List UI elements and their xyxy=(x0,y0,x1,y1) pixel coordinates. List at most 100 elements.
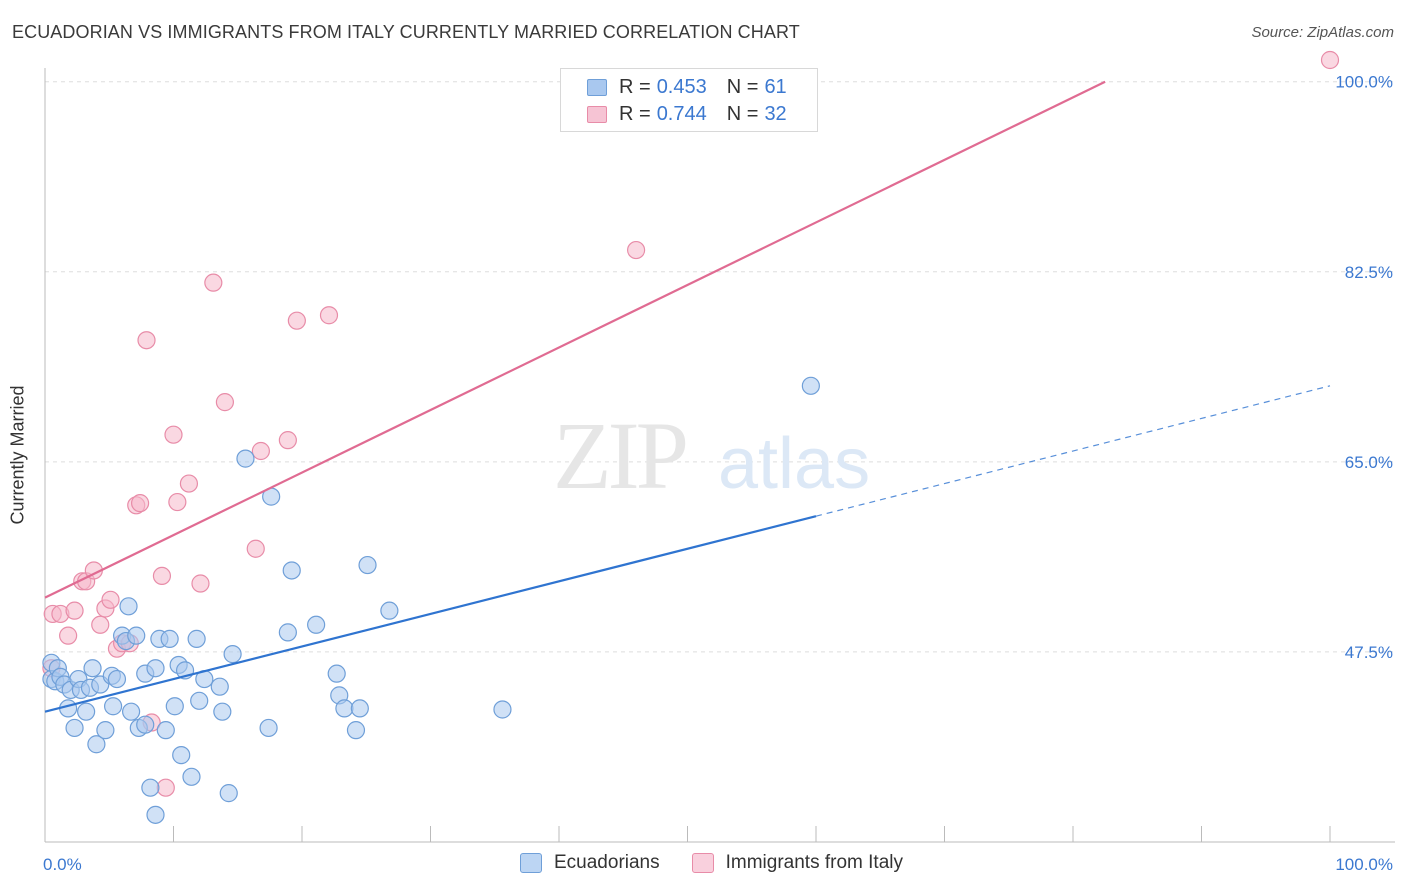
axes xyxy=(44,68,1395,843)
legend-n-label: N = xyxy=(726,102,759,125)
ecuadorian-point xyxy=(223,645,242,664)
legend-item-italy[interactable]: Immigrants from Italy xyxy=(691,852,903,874)
trend-line-ecuadorians xyxy=(44,515,817,713)
ecuadorian-point xyxy=(119,597,138,616)
italy-point xyxy=(191,574,210,593)
series-legend: Ecuadorians Immigrants from Italy xyxy=(520,852,935,874)
y-axis-title: Currently Married xyxy=(7,385,28,525)
tick-labels: 47.5% 65.0% 82.5% 100.0% 0.0% 100.0% xyxy=(43,73,1393,874)
ecuadorian-point xyxy=(182,767,201,786)
trend-line-italy xyxy=(44,80,1106,599)
legend-row-ecuadorians: R = 0.453 N = 61 xyxy=(587,75,787,99)
ecuadorian-point xyxy=(146,659,165,678)
ecuadorian-point xyxy=(104,697,123,716)
legend-label-ecuadorians: Ecuadorians xyxy=(554,852,660,873)
trend-lines xyxy=(44,80,1331,713)
italy-point xyxy=(152,566,172,586)
legend-r-label: R = xyxy=(619,75,651,98)
x-tick-label: 100.0% xyxy=(1335,855,1393,874)
italy-point xyxy=(179,474,199,493)
x-tick-label: 0.0% xyxy=(43,855,82,874)
italy-point xyxy=(251,441,270,461)
ecuadorian-point xyxy=(121,702,141,721)
ecuadorian-point xyxy=(87,735,106,754)
legend-r-value: 0.453 xyxy=(656,75,707,98)
italy-point xyxy=(626,240,646,260)
ecuadorian-point xyxy=(210,677,229,696)
legend-row-italy: R = 0.744 N = 32 xyxy=(587,102,787,126)
ecuadorian-point xyxy=(259,718,278,738)
ecuadorian-point xyxy=(213,702,232,721)
italy-point xyxy=(91,615,110,634)
ecuadorian-point xyxy=(236,449,255,468)
ecuadorian-point xyxy=(350,699,369,718)
chart-title: ECUADORIAN VS IMMIGRANTS FROM ITALY CURR… xyxy=(12,22,800,42)
ecuadorian-point xyxy=(327,664,346,683)
italy-point xyxy=(204,273,223,292)
italy-point xyxy=(319,306,339,325)
ecuadorian-point xyxy=(136,715,155,734)
watermark-atlas: atlas xyxy=(718,424,870,504)
italy-point xyxy=(215,393,234,412)
ecuadorian-point xyxy=(282,561,301,580)
grid-lines xyxy=(45,81,1395,653)
italy-point xyxy=(246,539,265,558)
legend-r-label: R = xyxy=(619,102,651,125)
ecuadorian-point xyxy=(77,702,96,721)
ecuadorian-point xyxy=(96,721,115,740)
italy-point xyxy=(101,590,120,609)
source-label: Source: ZipAtlas.com xyxy=(1251,24,1394,41)
ecuadorian-point xyxy=(65,718,84,738)
italy-point xyxy=(287,311,306,330)
y-tick-label: 82.5% xyxy=(1345,263,1393,282)
ecuadorian-point xyxy=(346,721,366,740)
ecuadorian-point xyxy=(335,699,354,718)
ecuadorian-point xyxy=(190,691,209,710)
legend-swatch-blue xyxy=(520,853,542,873)
ecuadorian-point xyxy=(172,746,191,765)
legend-swatch-blue xyxy=(587,78,607,96)
legend-n-value: 61 xyxy=(764,75,787,98)
y-tick-label: 65.0% xyxy=(1345,453,1393,472)
legend-n-label: N = xyxy=(726,75,759,98)
italy-point xyxy=(164,425,183,444)
ecuadorian-point xyxy=(165,697,184,716)
ecuadorian-point xyxy=(156,721,175,740)
ecuadorian-point xyxy=(219,784,238,803)
ecuadorian-point xyxy=(187,629,206,648)
ecuadorian-point xyxy=(307,615,326,634)
legend-item-ecuadorians[interactable]: Ecuadorians xyxy=(520,852,660,874)
ecuadorian-point xyxy=(127,626,146,645)
italy-point xyxy=(156,778,175,797)
watermark: ZIP atlas xyxy=(553,402,870,509)
legend-swatch-pink xyxy=(587,105,607,123)
legend-swatch-pink xyxy=(691,853,714,873)
ecuadorian-point xyxy=(380,601,399,620)
italy-point xyxy=(137,331,156,350)
italy-point xyxy=(65,601,84,620)
ecuadorian-point xyxy=(160,629,179,648)
ecuadorian-point xyxy=(278,623,297,642)
legend-r-value: 0.744 xyxy=(656,102,707,125)
ecuadorian-point xyxy=(146,805,165,824)
ecuadorian-point xyxy=(358,555,377,575)
italy-point xyxy=(59,626,78,645)
series-ecuadorians-points xyxy=(42,376,820,824)
ecuadorian-point xyxy=(83,659,102,678)
legend-n-value: 32 xyxy=(764,102,787,125)
italy-point xyxy=(278,431,297,450)
italy-point xyxy=(168,492,187,512)
ecuadorian-point xyxy=(493,700,512,719)
ecuadorian-point xyxy=(801,376,820,395)
trend-line-ecuadorians-extension xyxy=(815,385,1331,517)
watermark-zip: ZIP xyxy=(553,402,686,509)
ecuadorian-point xyxy=(141,778,160,797)
y-tick-label: 47.5% xyxy=(1345,643,1393,662)
y-tick-label: 100.0% xyxy=(1335,73,1393,92)
series-italy-points xyxy=(42,50,1340,797)
ecuadorian-point xyxy=(107,669,127,689)
legend-label-italy: Immigrants from Italy xyxy=(725,852,903,873)
italy-point xyxy=(130,494,150,513)
italy-point xyxy=(1320,50,1340,70)
